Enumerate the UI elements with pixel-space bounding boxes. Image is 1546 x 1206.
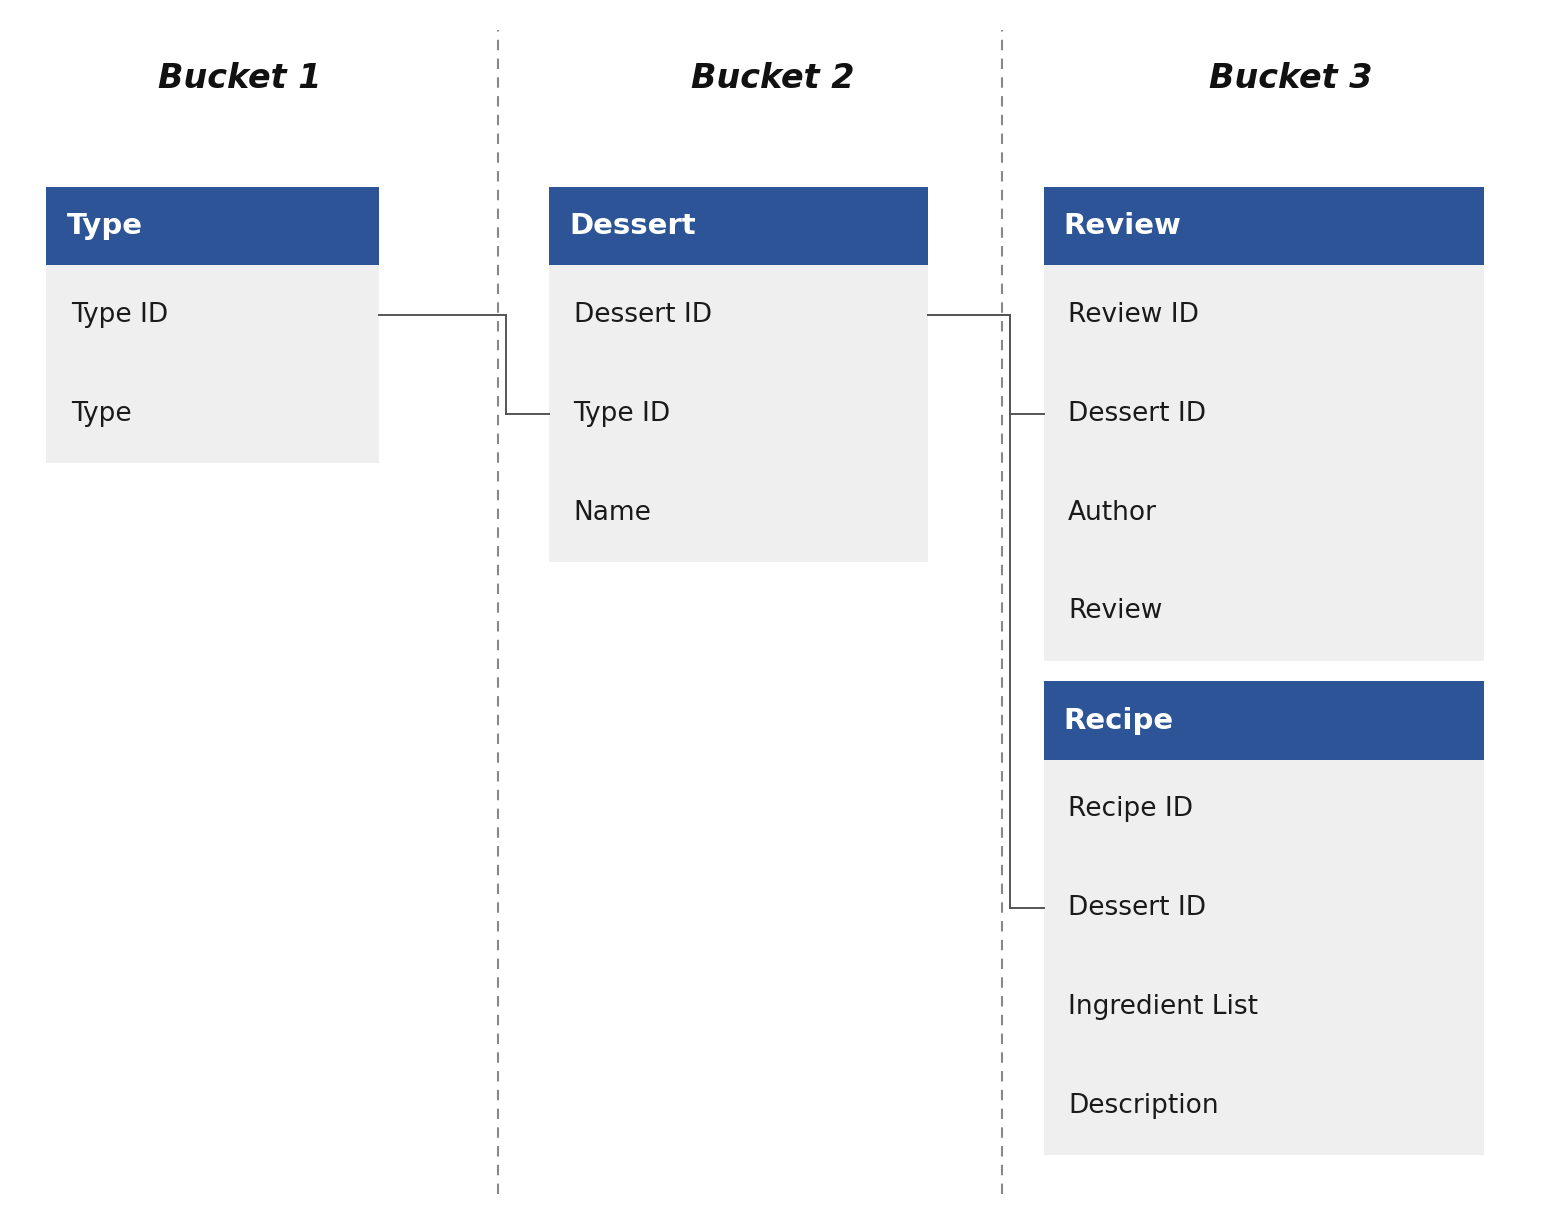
Text: Type: Type [66, 212, 142, 240]
Text: Review ID: Review ID [1068, 302, 1200, 328]
Bar [46, 265, 379, 463]
Text: Dessert ID: Dessert ID [1068, 400, 1206, 427]
Text: Type ID: Type ID [574, 400, 671, 427]
Text: Dessert ID: Dessert ID [574, 302, 711, 328]
Text: Name: Name [574, 499, 651, 526]
Text: Description: Description [1068, 1093, 1218, 1119]
Bar [1044, 187, 1484, 265]
Text: Author: Author [1068, 499, 1158, 526]
Text: Review: Review [1068, 598, 1163, 625]
Bar [1044, 265, 1484, 661]
Bar [1044, 760, 1484, 1155]
Text: Bucket 1: Bucket 1 [158, 62, 322, 95]
Text: Dessert: Dessert [569, 212, 696, 240]
Bar [1044, 681, 1484, 760]
Text: Bucket 3: Bucket 3 [1209, 62, 1373, 95]
Text: Type: Type [71, 400, 131, 427]
Text: Review: Review [1064, 212, 1181, 240]
Text: Recipe ID: Recipe ID [1068, 796, 1194, 822]
Text: Dessert ID: Dessert ID [1068, 895, 1206, 921]
Text: Type ID: Type ID [71, 302, 169, 328]
Text: Recipe: Recipe [1064, 707, 1173, 734]
Bar [46, 187, 379, 265]
Text: Bucket 2: Bucket 2 [691, 62, 855, 95]
Bar [549, 265, 928, 562]
Text: Ingredient List: Ingredient List [1068, 994, 1258, 1020]
Bar [549, 187, 928, 265]
